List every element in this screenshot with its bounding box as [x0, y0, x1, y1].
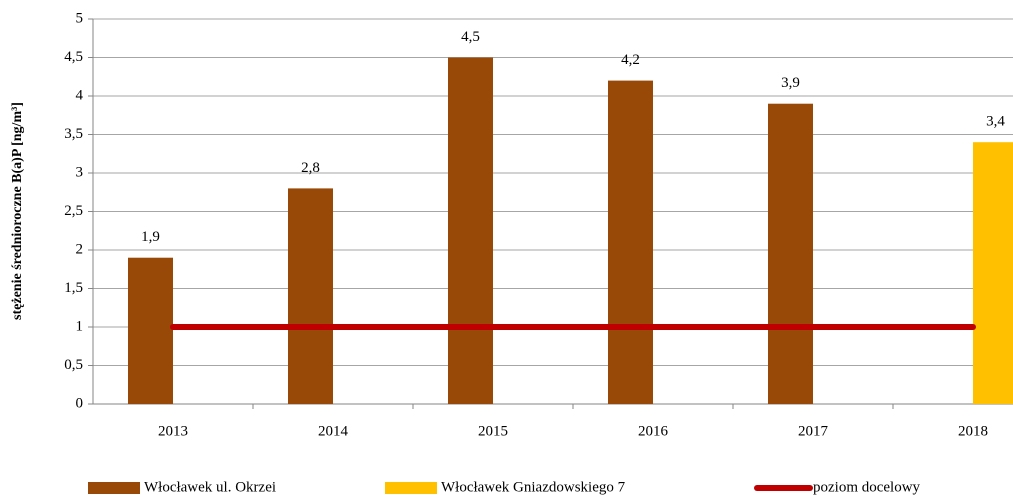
value-label: 4,2 — [621, 52, 640, 68]
y-axis-label: stężenie średnioroczne B(a)P [ng/m³] — [10, 102, 25, 320]
bar — [608, 80, 653, 404]
y-tick-label: 4 — [76, 87, 84, 103]
y-tick-label: 2 — [76, 241, 84, 257]
x-tick-label: 2014 — [318, 423, 349, 439]
x-tick-label: 2018 — [958, 423, 988, 439]
bar — [973, 142, 1013, 404]
legend-label: poziom docelowy — [813, 479, 921, 495]
y-tick-label: 0 — [76, 395, 84, 411]
x-tick-label: 2016 — [638, 423, 669, 439]
x-tick-label: 2017 — [798, 423, 829, 439]
y-tick-label: 1,5 — [64, 280, 83, 296]
y-tick-label: 2,5 — [64, 203, 83, 219]
y-tick-label: 1 — [76, 318, 84, 334]
y-tick-label: 4,5 — [64, 49, 83, 65]
y-tick-label: 3,5 — [64, 126, 83, 142]
bar — [288, 188, 333, 404]
x-tick-label: 2013 — [158, 423, 188, 439]
y-tick-label: 5 — [76, 10, 84, 26]
value-label: 3,9 — [781, 75, 800, 91]
bar — [448, 57, 493, 404]
y-tick-label: 0,5 — [64, 357, 83, 373]
value-label: 3,4 — [986, 114, 1005, 130]
value-label: 2,8 — [301, 160, 320, 176]
y-tick-label: 3 — [76, 164, 84, 180]
value-label: 4,5 — [461, 29, 480, 45]
x-tick-label: 2015 — [478, 423, 508, 439]
legend-label: Włocławek Gniazdowskiego 7 — [441, 479, 626, 495]
legend-swatch — [88, 482, 140, 494]
legend-swatch — [385, 482, 437, 494]
value-label: 1,9 — [141, 229, 160, 245]
bar — [768, 103, 813, 404]
bar — [128, 257, 173, 404]
legend-label: Włocławek ul. Okrzei — [144, 479, 276, 495]
